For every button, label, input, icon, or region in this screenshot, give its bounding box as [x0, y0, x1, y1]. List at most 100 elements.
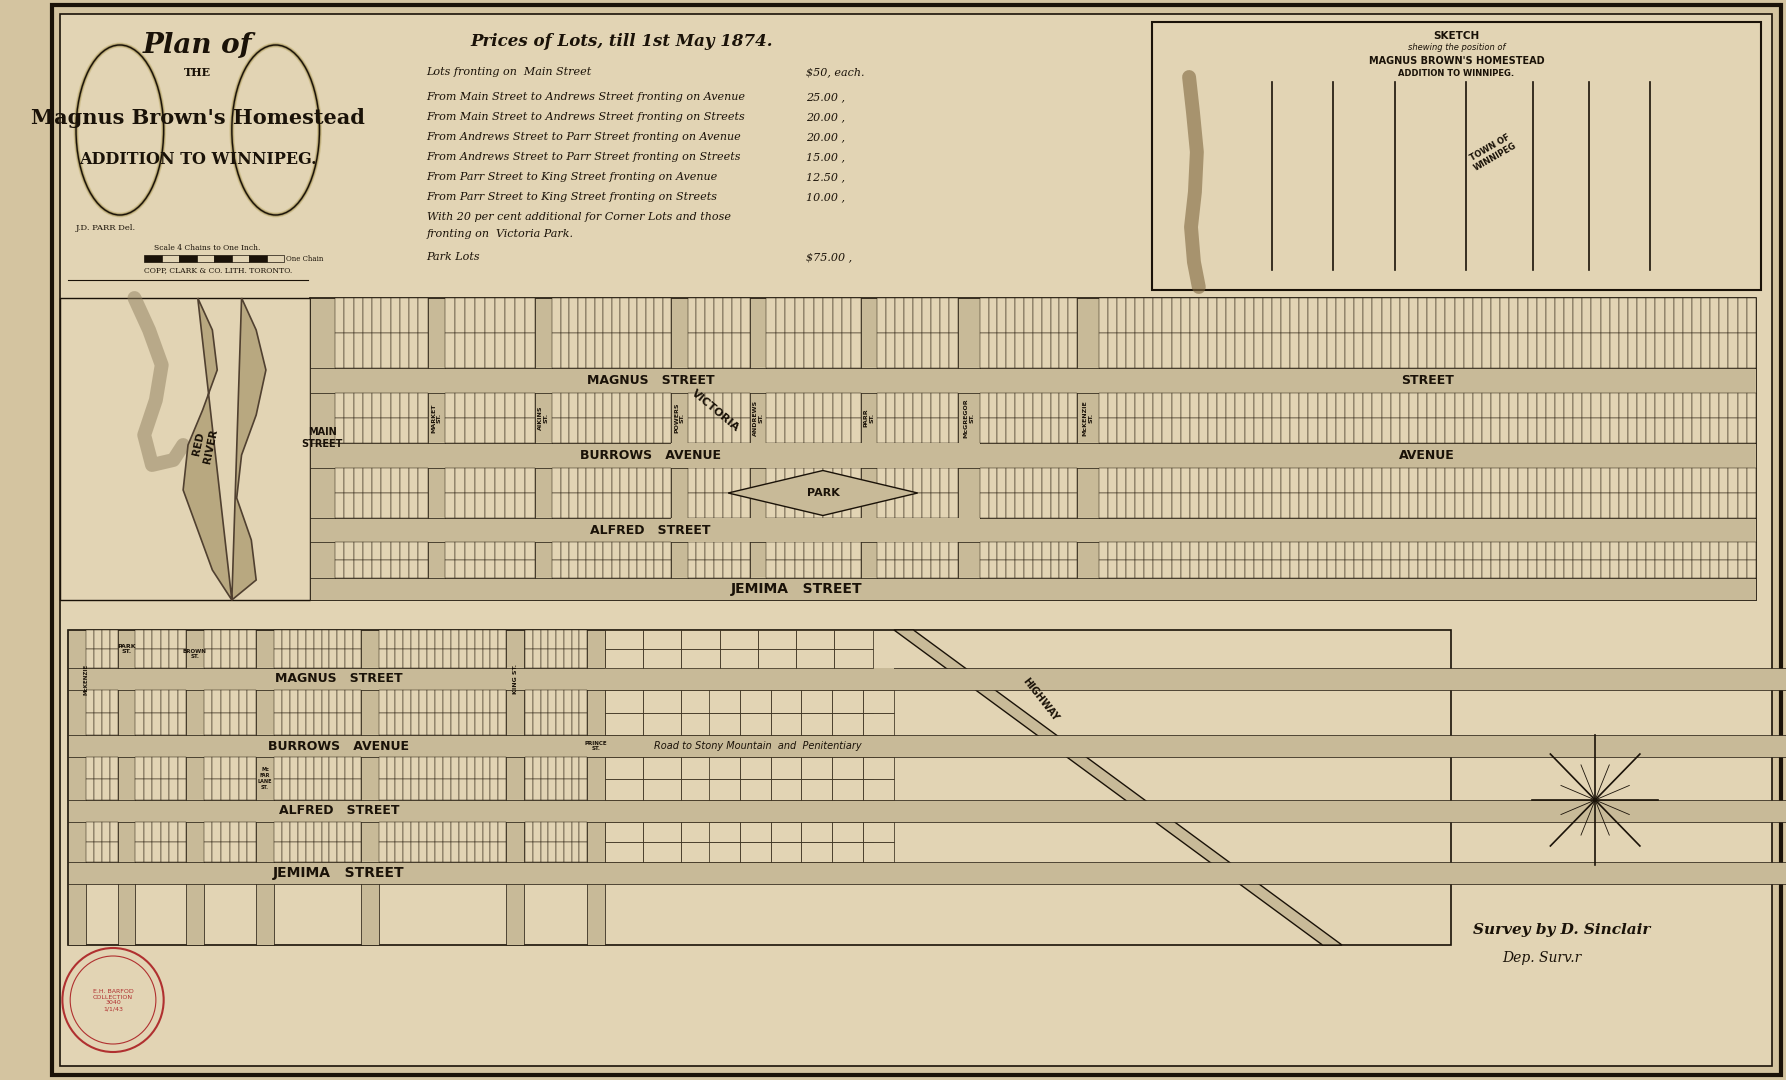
- Bar: [1365, 145, 1390, 176]
- Bar: [877, 298, 886, 333]
- Bar: [1365, 176, 1390, 207]
- Bar: [904, 492, 913, 518]
- Bar: [772, 822, 802, 842]
- Bar: [1313, 145, 1338, 176]
- Text: Lots fronting on  Main Street: Lots fronting on Main Street: [427, 67, 591, 77]
- Bar: [1547, 492, 1556, 518]
- Bar: [371, 468, 380, 492]
- Bar: [273, 842, 282, 862]
- Bar: [486, 542, 495, 561]
- Bar: [1050, 333, 1059, 368]
- Bar: [1454, 561, 1465, 578]
- Bar: [321, 842, 329, 862]
- Bar: [895, 333, 904, 368]
- Bar: [1261, 113, 1288, 145]
- Bar: [1211, 145, 1236, 176]
- Bar: [720, 713, 757, 735]
- Bar: [273, 690, 282, 713]
- Bar: [505, 492, 514, 518]
- Bar: [388, 822, 395, 842]
- Bar: [1172, 468, 1181, 492]
- Bar: [305, 842, 314, 862]
- Bar: [1154, 561, 1163, 578]
- Bar: [1500, 468, 1509, 492]
- Bar: [525, 393, 534, 418]
- Bar: [595, 333, 604, 368]
- Bar: [391, 542, 400, 561]
- Bar: [145, 713, 152, 735]
- Text: J.D. PARR Del.: J.D. PARR Del.: [77, 224, 136, 232]
- Bar: [491, 690, 498, 713]
- Bar: [552, 561, 561, 578]
- Bar: [427, 713, 434, 735]
- Bar: [1682, 561, 1691, 578]
- Bar: [1618, 418, 1629, 443]
- Bar: [336, 492, 345, 518]
- Bar: [170, 690, 177, 713]
- Text: ALFRED   STREET: ALFRED STREET: [279, 805, 400, 818]
- Text: One Chain: One Chain: [286, 255, 323, 264]
- Bar: [391, 298, 400, 333]
- Bar: [354, 333, 363, 368]
- Bar: [680, 630, 720, 649]
- Bar: [739, 757, 772, 779]
- Bar: [541, 757, 548, 779]
- Bar: [1023, 333, 1032, 368]
- Bar: [525, 418, 534, 443]
- Bar: [1289, 418, 1300, 443]
- Bar: [491, 757, 498, 779]
- Bar: [445, 333, 455, 368]
- Bar: [380, 561, 391, 578]
- Bar: [282, 630, 289, 649]
- Bar: [464, 393, 475, 418]
- Bar: [654, 468, 663, 492]
- Bar: [136, 822, 145, 842]
- Bar: [802, 779, 832, 800]
- Bar: [579, 649, 588, 669]
- Bar: [1163, 418, 1172, 443]
- Bar: [1518, 298, 1527, 333]
- Bar: [1565, 298, 1573, 333]
- Bar: [514, 298, 525, 333]
- Bar: [1409, 561, 1418, 578]
- Bar: [541, 842, 548, 862]
- Bar: [466, 822, 475, 842]
- Bar: [336, 333, 345, 368]
- Bar: [314, 690, 321, 713]
- Bar: [680, 757, 720, 779]
- Bar: [552, 393, 561, 418]
- Bar: [1527, 542, 1536, 561]
- Bar: [1700, 418, 1711, 443]
- Bar: [1465, 561, 1473, 578]
- Bar: [239, 630, 248, 649]
- Bar: [1482, 542, 1491, 561]
- Bar: [1236, 492, 1245, 518]
- Bar: [1116, 418, 1125, 443]
- Bar: [709, 713, 739, 735]
- Bar: [391, 468, 400, 492]
- Bar: [1415, 145, 1441, 176]
- Bar: [604, 468, 611, 492]
- Bar: [1365, 82, 1390, 113]
- Bar: [1600, 418, 1609, 443]
- Bar: [177, 713, 186, 735]
- Bar: [177, 757, 186, 779]
- Bar: [1665, 333, 1673, 368]
- Bar: [1068, 333, 1077, 368]
- Bar: [939, 393, 950, 418]
- Bar: [345, 418, 354, 443]
- Bar: [1491, 561, 1500, 578]
- Text: JEMIMA   STREET: JEMIMA STREET: [730, 582, 863, 596]
- Bar: [145, 757, 152, 779]
- Bar: [1582, 333, 1591, 368]
- Bar: [363, 542, 371, 561]
- Bar: [1098, 561, 1107, 578]
- Bar: [177, 842, 186, 862]
- Bar: [482, 842, 491, 862]
- Bar: [723, 298, 732, 333]
- Bar: [1473, 561, 1482, 578]
- Bar: [1198, 298, 1207, 333]
- Bar: [579, 779, 588, 800]
- Bar: [697, 492, 705, 518]
- Bar: [775, 561, 786, 578]
